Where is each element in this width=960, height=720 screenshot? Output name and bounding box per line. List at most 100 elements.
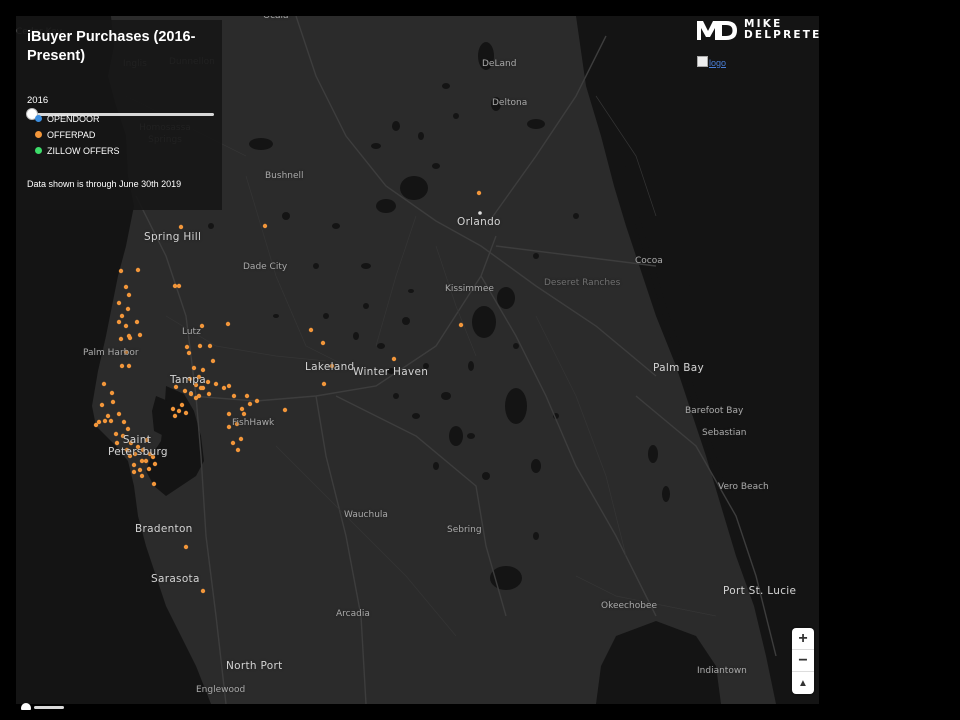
offerpad-purchase-marker[interactable] bbox=[188, 391, 194, 397]
offerpad-purchase-marker[interactable] bbox=[200, 367, 206, 373]
offerpad-purchase-marker[interactable] bbox=[146, 466, 152, 472]
offerpad-purchase-marker[interactable] bbox=[197, 343, 203, 349]
mapbox-attribution-logo[interactable] bbox=[18, 700, 70, 710]
offerpad-purchase-marker[interactable] bbox=[101, 381, 107, 387]
offerpad-purchase-marker[interactable] bbox=[116, 319, 122, 325]
offerpad-purchase-marker[interactable] bbox=[118, 268, 124, 274]
offerpad-purchase-marker[interactable] bbox=[247, 401, 253, 407]
offerpad-purchase-marker[interactable] bbox=[172, 283, 178, 289]
offerpad-purchase-marker[interactable] bbox=[119, 313, 125, 319]
offerpad-purchase-marker[interactable] bbox=[114, 440, 120, 446]
offerpad-purchase-marker[interactable] bbox=[144, 437, 150, 443]
offerpad-purchase-marker[interactable] bbox=[125, 426, 131, 432]
zoom-in-button[interactable]: + bbox=[792, 628, 814, 650]
offerpad-purchase-marker[interactable] bbox=[143, 458, 149, 464]
offerpad-purchase-marker[interactable] bbox=[226, 424, 232, 430]
zoom-out-button[interactable]: − bbox=[792, 650, 814, 672]
offerpad-purchase-marker[interactable] bbox=[230, 440, 236, 446]
offerpad-purchase-marker[interactable] bbox=[139, 473, 145, 479]
offerpad-purchase-marker[interactable] bbox=[105, 413, 111, 419]
offerpad-purchase-marker[interactable] bbox=[225, 321, 231, 327]
offerpad-purchase-marker[interactable] bbox=[137, 467, 143, 473]
offerpad-purchase-marker[interactable] bbox=[116, 300, 122, 306]
offerpad-purchase-marker[interactable] bbox=[391, 356, 397, 362]
offerpad-purchase-marker[interactable] bbox=[282, 407, 288, 413]
offerpad-purchase-marker[interactable] bbox=[126, 333, 132, 339]
offerpad-purchase-marker[interactable] bbox=[196, 393, 202, 399]
offerpad-purchase-marker[interactable] bbox=[131, 462, 137, 468]
offerpad-purchase-marker[interactable] bbox=[182, 388, 188, 394]
offerpad-purchase-marker[interactable] bbox=[176, 408, 182, 414]
broken-logo-image[interactable]: logo bbox=[697, 56, 726, 68]
offerpad-purchase-marker[interactable] bbox=[205, 379, 211, 385]
offerpad-purchase-marker[interactable] bbox=[458, 322, 464, 328]
offerpad-purchase-marker[interactable] bbox=[150, 454, 156, 460]
offerpad-purchase-marker[interactable] bbox=[172, 413, 178, 419]
offerpad-purchase-marker[interactable] bbox=[128, 440, 134, 446]
offerpad-purchase-marker[interactable] bbox=[234, 421, 240, 427]
offerpad-purchase-marker[interactable] bbox=[200, 385, 206, 391]
offerpad-purchase-marker[interactable] bbox=[226, 383, 232, 389]
offerpad-purchase-marker[interactable] bbox=[206, 391, 212, 397]
offerpad-purchase-marker[interactable] bbox=[238, 436, 244, 442]
offerpad-purchase-marker[interactable] bbox=[135, 267, 141, 273]
offerpad-purchase-marker[interactable] bbox=[173, 384, 179, 390]
offerpad-purchase-marker[interactable] bbox=[110, 399, 116, 405]
offerpad-purchase-marker[interactable] bbox=[151, 481, 157, 487]
offerpad-purchase-marker[interactable] bbox=[320, 340, 326, 346]
offerpad-purchase-marker[interactable] bbox=[239, 406, 245, 412]
offerpad-purchase-marker[interactable] bbox=[199, 323, 205, 329]
offerpad-purchase-marker[interactable] bbox=[140, 447, 146, 453]
offerpad-purchase-marker[interactable] bbox=[118, 336, 124, 342]
offerpad-purchase-marker[interactable] bbox=[125, 306, 131, 312]
offerpad-purchase-marker[interactable] bbox=[244, 393, 250, 399]
offerpad-purchase-marker[interactable] bbox=[123, 323, 129, 329]
offerpad-purchase-marker[interactable] bbox=[210, 358, 216, 364]
offerpad-purchase-marker[interactable] bbox=[178, 224, 184, 230]
offerpad-purchase-marker[interactable] bbox=[108, 418, 114, 424]
offerpad-purchase-marker[interactable] bbox=[135, 444, 141, 450]
offerpad-purchase-marker[interactable] bbox=[321, 381, 327, 387]
offerpad-purchase-marker[interactable] bbox=[476, 190, 482, 196]
offerpad-purchase-marker[interactable] bbox=[231, 393, 237, 399]
year-slider-track[interactable] bbox=[31, 113, 214, 116]
offerpad-purchase-marker[interactable] bbox=[254, 398, 260, 404]
offerpad-purchase-marker[interactable] bbox=[126, 292, 132, 298]
offerpad-purchase-marker[interactable] bbox=[193, 382, 199, 388]
offerpad-purchase-marker[interactable] bbox=[183, 410, 189, 416]
offerpad-purchase-marker[interactable] bbox=[176, 283, 182, 289]
offerpad-purchase-marker[interactable] bbox=[126, 363, 132, 369]
offerpad-purchase-marker[interactable] bbox=[170, 406, 176, 412]
offerpad-purchase-marker[interactable] bbox=[131, 469, 137, 475]
offerpad-purchase-marker[interactable] bbox=[213, 381, 219, 387]
offerpad-purchase-marker[interactable] bbox=[226, 411, 232, 417]
offerpad-purchase-marker[interactable] bbox=[127, 453, 133, 459]
offerpad-purchase-marker[interactable] bbox=[221, 385, 227, 391]
offerpad-purchase-marker[interactable] bbox=[200, 588, 206, 594]
offerpad-purchase-marker[interactable] bbox=[262, 223, 268, 229]
offerpad-purchase-marker[interactable] bbox=[241, 411, 247, 417]
offerpad-purchase-marker[interactable] bbox=[329, 363, 335, 369]
offerpad-purchase-marker[interactable] bbox=[186, 350, 192, 356]
offerpad-purchase-marker[interactable] bbox=[137, 332, 143, 338]
offerpad-purchase-marker[interactable] bbox=[99, 402, 105, 408]
offerpad-purchase-marker[interactable] bbox=[308, 327, 314, 333]
offerpad-purchase-marker[interactable] bbox=[134, 319, 140, 325]
offerpad-purchase-marker[interactable] bbox=[123, 349, 129, 355]
offerpad-purchase-marker[interactable] bbox=[132, 451, 138, 457]
offerpad-purchase-marker[interactable] bbox=[113, 431, 119, 437]
offerpad-purchase-marker[interactable] bbox=[124, 447, 130, 453]
offerpad-purchase-marker[interactable] bbox=[102, 418, 108, 424]
offerpad-purchase-marker[interactable] bbox=[147, 451, 153, 457]
offerpad-purchase-marker[interactable] bbox=[235, 447, 241, 453]
offerpad-purchase-marker[interactable] bbox=[183, 544, 189, 550]
offerpad-purchase-marker[interactable] bbox=[196, 374, 202, 380]
offerpad-purchase-marker[interactable] bbox=[93, 422, 99, 428]
offerpad-purchase-marker[interactable] bbox=[109, 390, 115, 396]
offerpad-purchase-marker[interactable] bbox=[152, 461, 158, 467]
offerpad-purchase-marker[interactable] bbox=[119, 363, 125, 369]
offerpad-purchase-marker[interactable] bbox=[187, 376, 193, 382]
offerpad-purchase-marker[interactable] bbox=[123, 284, 129, 290]
compass-button[interactable]: ▲ bbox=[798, 677, 808, 689]
offerpad-purchase-marker[interactable] bbox=[120, 433, 126, 439]
